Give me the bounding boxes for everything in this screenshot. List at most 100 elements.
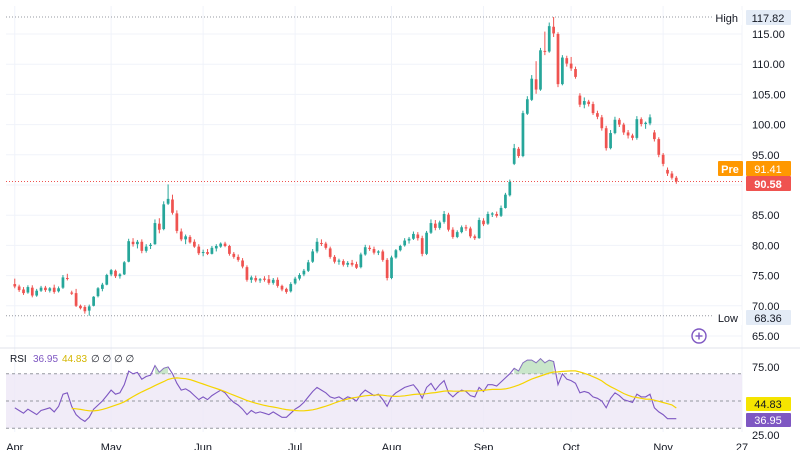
- candle[interactable]: [596, 110, 599, 120]
- candle[interactable]: [666, 167, 669, 176]
- rsi-tick-label[interactable]: 25.00: [752, 430, 780, 442]
- candle[interactable]: [525, 96, 529, 115]
- candle[interactable]: [285, 287, 288, 294]
- candle[interactable]: [175, 210, 179, 234]
- candle[interactable]: [504, 192, 507, 209]
- candle[interactable]: [153, 219, 157, 245]
- candle[interactable]: [346, 261, 350, 268]
- candle[interactable]: [131, 238, 135, 247]
- candle[interactable]: [442, 210, 446, 224]
- candle[interactable]: [617, 117, 621, 128]
- candle[interactable]: [92, 296, 95, 307]
- time-tick-label[interactable]: Jul: [288, 442, 302, 454]
- candle[interactable]: [83, 305, 87, 314]
- candle[interactable]: [398, 244, 402, 252]
- time-tick-label[interactable]: Nov: [653, 442, 673, 454]
- candle[interactable]: [355, 261, 358, 269]
- time-tick-label[interactable]: May: [101, 442, 122, 454]
- candle[interactable]: [521, 110, 525, 158]
- candle[interactable]: [219, 242, 223, 248]
- candle[interactable]: [486, 211, 490, 225]
- candle[interactable]: [635, 116, 639, 140]
- candle[interactable]: [171, 194, 174, 215]
- candle[interactable]: [105, 273, 109, 286]
- candle[interactable]: [460, 225, 463, 234]
- candle[interactable]: [600, 114, 604, 131]
- candle[interactable]: [644, 121, 647, 129]
- time-tick-label[interactable]: 27: [736, 442, 748, 454]
- candle[interactable]: [232, 252, 236, 259]
- add-indicator-icon[interactable]: [691, 328, 707, 344]
- candle[interactable]: [228, 244, 231, 256]
- candle[interactable]: [368, 245, 371, 251]
- candle[interactable]: [96, 287, 100, 298]
- candle[interactable]: [539, 47, 542, 91]
- candle[interactable]: [298, 273, 301, 281]
- time-tick-label[interactable]: Oct: [563, 442, 580, 454]
- add-indicator-button[interactable]: [691, 328, 707, 344]
- candle[interactable]: [631, 133, 634, 141]
- time-tick-label[interactable]: Apr: [6, 442, 23, 454]
- candle[interactable]: [306, 259, 310, 272]
- candle[interactable]: [433, 220, 437, 231]
- candle[interactable]: [127, 238, 131, 263]
- candle[interactable]: [271, 278, 275, 285]
- time-axis[interactable]: Apr May Jun Jul Aug Sep Oct Nov 27: [6, 442, 748, 454]
- candle[interactable]: [657, 137, 661, 158]
- candle[interactable]: [495, 211, 499, 218]
- candle[interactable]: [179, 228, 183, 242]
- time-tick-label[interactable]: Jun: [194, 442, 212, 454]
- candle[interactable]: [403, 238, 407, 247]
- candle[interactable]: [48, 287, 52, 293]
- candle[interactable]: [17, 284, 21, 292]
- candle[interactable]: [613, 116, 617, 135]
- candle[interactable]: [87, 304, 91, 316]
- candle[interactable]: [166, 184, 170, 205]
- candle[interactable]: [464, 224, 468, 231]
- candle[interactable]: [13, 278, 17, 289]
- candle[interactable]: [201, 249, 205, 257]
- candle[interactable]: [341, 259, 345, 267]
- price-tick-label[interactable]: 110.00: [752, 59, 785, 71]
- price-tick-label[interactable]: 65.00: [752, 331, 780, 343]
- candle[interactable]: [569, 56, 573, 71]
- candle[interactable]: [79, 304, 82, 310]
- candle[interactable]: [477, 217, 481, 239]
- candle[interactable]: [377, 250, 380, 256]
- candle[interactable]: [311, 249, 315, 263]
- candle[interactable]: [118, 273, 122, 279]
- candle[interactable]: [197, 244, 201, 256]
- candle[interactable]: [412, 231, 415, 240]
- candle[interactable]: [276, 277, 279, 288]
- candle[interactable]: [438, 220, 442, 230]
- candle[interactable]: [320, 239, 323, 247]
- candle[interactable]: [420, 235, 424, 257]
- candle[interactable]: [61, 274, 65, 289]
- price-tick-label[interactable]: 75.00: [752, 271, 780, 283]
- candle[interactable]: [639, 117, 643, 127]
- candle[interactable]: [157, 218, 161, 234]
- candle[interactable]: [455, 230, 459, 239]
- candle[interactable]: [109, 268, 113, 277]
- price-tick-label[interactable]: 85.00: [752, 210, 780, 222]
- candle[interactable]: [626, 130, 630, 139]
- candle[interactable]: [490, 212, 494, 218]
- candle[interactable]: [425, 230, 428, 256]
- candle[interactable]: [280, 284, 284, 292]
- candle[interactable]: [315, 238, 319, 254]
- candle[interactable]: [26, 285, 30, 294]
- candle[interactable]: [350, 259, 354, 267]
- price-tick-label[interactable]: 115.00: [752, 29, 785, 41]
- candle[interactable]: [258, 278, 262, 283]
- price-tick-label[interactable]: 100.00: [752, 120, 786, 132]
- time-tick-label[interactable]: Aug: [382, 442, 402, 454]
- candle[interactable]: [101, 282, 104, 292]
- candle[interactable]: [333, 255, 336, 264]
- candle[interactable]: [206, 249, 209, 256]
- candle[interactable]: [473, 234, 477, 240]
- candle[interactable]: [429, 219, 433, 234]
- candle[interactable]: [337, 258, 341, 265]
- candle[interactable]: [223, 241, 227, 248]
- candle[interactable]: [517, 146, 520, 158]
- rsi-tick-label[interactable]: 75.00: [752, 362, 780, 374]
